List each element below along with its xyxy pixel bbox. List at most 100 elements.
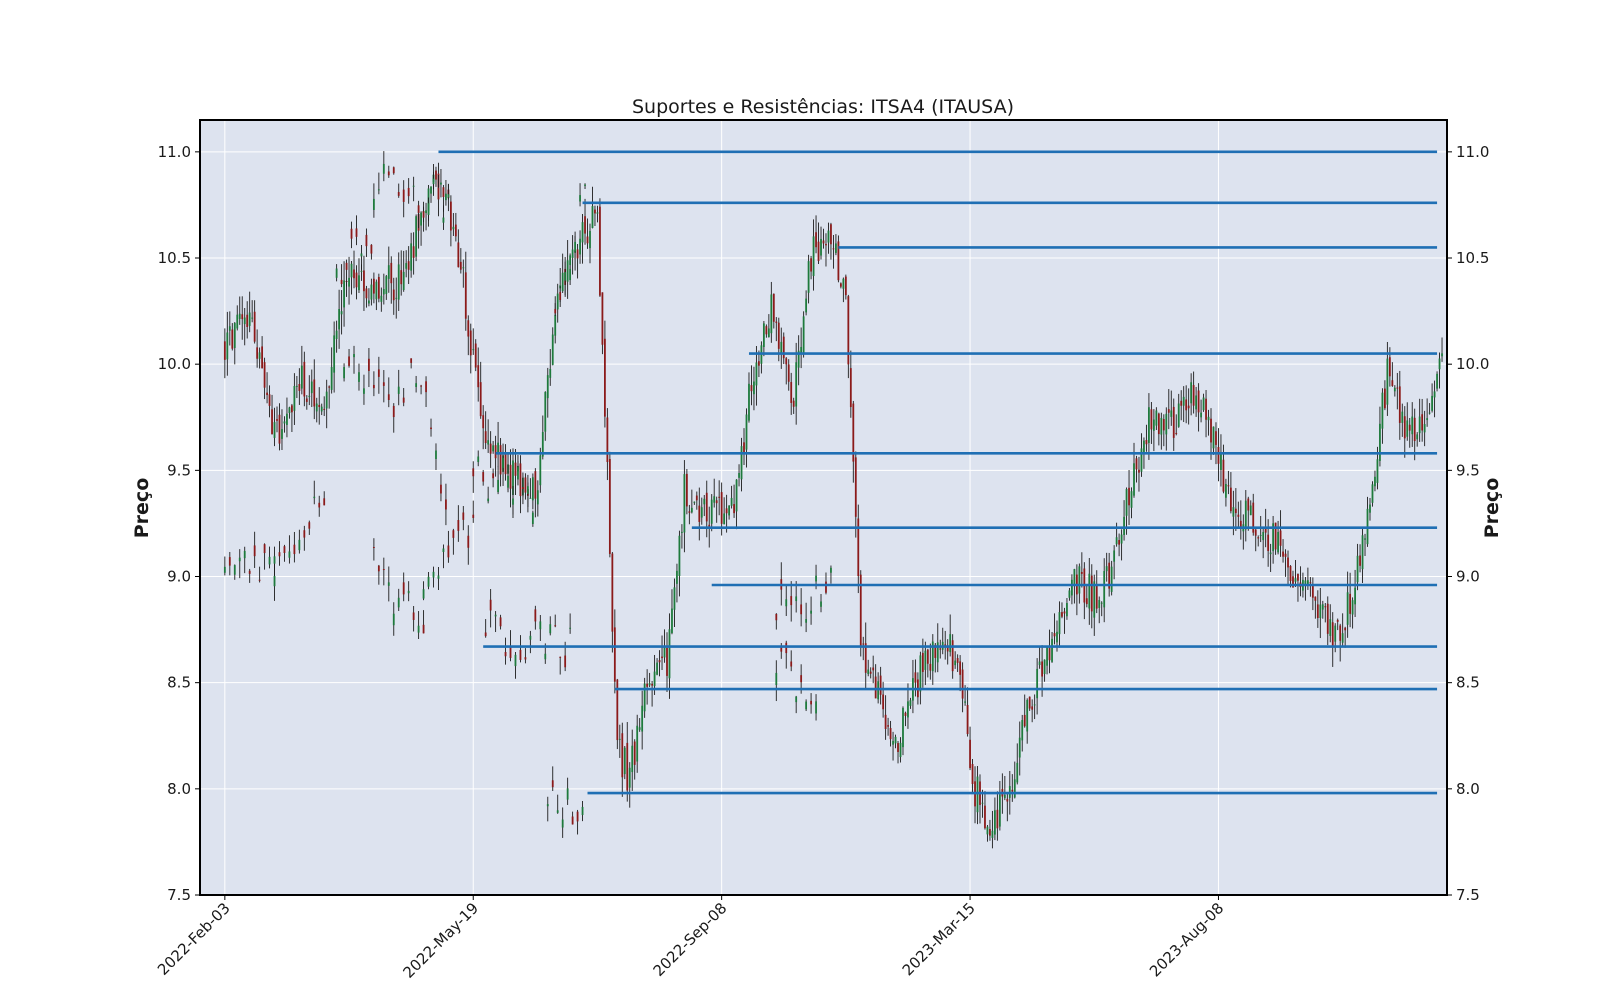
candle-body [348, 277, 350, 287]
candle-body [785, 599, 788, 607]
candle-body [544, 392, 547, 432]
candle-body [628, 767, 631, 788]
candle-body [330, 367, 333, 390]
candle-body [1324, 606, 1327, 608]
candle-body [303, 361, 306, 397]
candle-body [924, 650, 927, 670]
candle-body [412, 185, 415, 187]
candle-body [499, 617, 502, 627]
candle-body [276, 419, 278, 421]
candle-body [1197, 390, 1200, 413]
candle-body [440, 484, 442, 494]
candle-body [939, 648, 942, 650]
candle-body [531, 477, 534, 501]
candle-body [1438, 358, 1441, 370]
candle-body [1100, 602, 1103, 604]
candle-body [569, 255, 572, 266]
candle-body [308, 395, 311, 398]
candle-body [1118, 540, 1121, 545]
candle-body [502, 457, 504, 468]
candle-body [350, 263, 353, 278]
candle-body [549, 369, 552, 378]
candle-body [263, 362, 266, 388]
candle-body [467, 320, 470, 337]
candle-body [728, 505, 731, 516]
candle-body [1150, 409, 1153, 430]
candle-body [653, 671, 656, 687]
candle-body [556, 810, 559, 813]
candle-body [1416, 434, 1419, 440]
candle-body [402, 397, 405, 403]
candle-body [785, 642, 788, 654]
candle-body [720, 492, 723, 524]
candle-body [1130, 491, 1133, 508]
candle-body [554, 625, 557, 627]
candle-body [695, 495, 698, 501]
candle-body [835, 243, 837, 253]
candle-body [815, 232, 817, 248]
candle-body [358, 372, 360, 382]
candle-body [1110, 566, 1113, 592]
candle-body [1033, 704, 1036, 706]
candle-body [708, 524, 711, 527]
candle-body [1160, 417, 1163, 435]
candle-body [820, 601, 822, 607]
candle-body [355, 228, 358, 237]
candle-body [402, 189, 405, 202]
candle-body [735, 479, 738, 512]
candle-body [792, 400, 795, 407]
candle-body [810, 700, 812, 705]
candle-body [380, 295, 383, 302]
candle-body [564, 655, 567, 668]
candle-body [1403, 416, 1406, 439]
candle-body [395, 297, 398, 299]
candle-body [1393, 387, 1396, 392]
candle-body [477, 365, 480, 388]
candle-body [233, 323, 236, 348]
y-tick-label-left: 9.0 [167, 568, 191, 586]
candle-body [524, 657, 527, 660]
candle-body [663, 646, 666, 658]
candle-body [1202, 397, 1205, 411]
candle-body [800, 675, 803, 683]
candle-body [745, 414, 748, 450]
candle-body [1334, 625, 1337, 642]
x-tick-label: 2022-May-19 [399, 899, 482, 982]
candle-body [268, 394, 271, 406]
candle-body [479, 382, 482, 417]
candle-body [847, 296, 850, 365]
candle-body [358, 275, 360, 291]
candle-body [1336, 619, 1339, 622]
candle-body [1003, 794, 1006, 798]
candle-body [1344, 627, 1347, 631]
candle-body [1135, 458, 1138, 470]
candle-body [377, 189, 380, 191]
candle-body [790, 382, 793, 403]
candle-body [889, 728, 892, 740]
candle-body [998, 794, 1001, 827]
candle-body [571, 249, 574, 258]
candle-body [1172, 406, 1175, 438]
candle-body [576, 249, 579, 259]
candle-body [636, 725, 639, 762]
candle-body [1088, 573, 1091, 609]
candle-body [1041, 661, 1043, 677]
candle-body [643, 683, 646, 712]
candle-body [377, 276, 380, 299]
candle-body [874, 676, 877, 699]
candle-body [931, 641, 934, 672]
candle-body [1433, 391, 1436, 398]
candle-body [318, 404, 321, 408]
candle-body [397, 597, 400, 608]
candle-body [1046, 647, 1048, 666]
candle-body [318, 502, 321, 508]
candle-body [576, 811, 579, 822]
candle-body [1339, 625, 1342, 641]
candle-body [807, 261, 810, 293]
candle-body [345, 262, 348, 270]
candle-body [571, 816, 574, 825]
candle-body [909, 700, 912, 706]
candle-body [673, 587, 676, 610]
candle-body [872, 667, 875, 671]
candle-body [335, 268, 338, 278]
